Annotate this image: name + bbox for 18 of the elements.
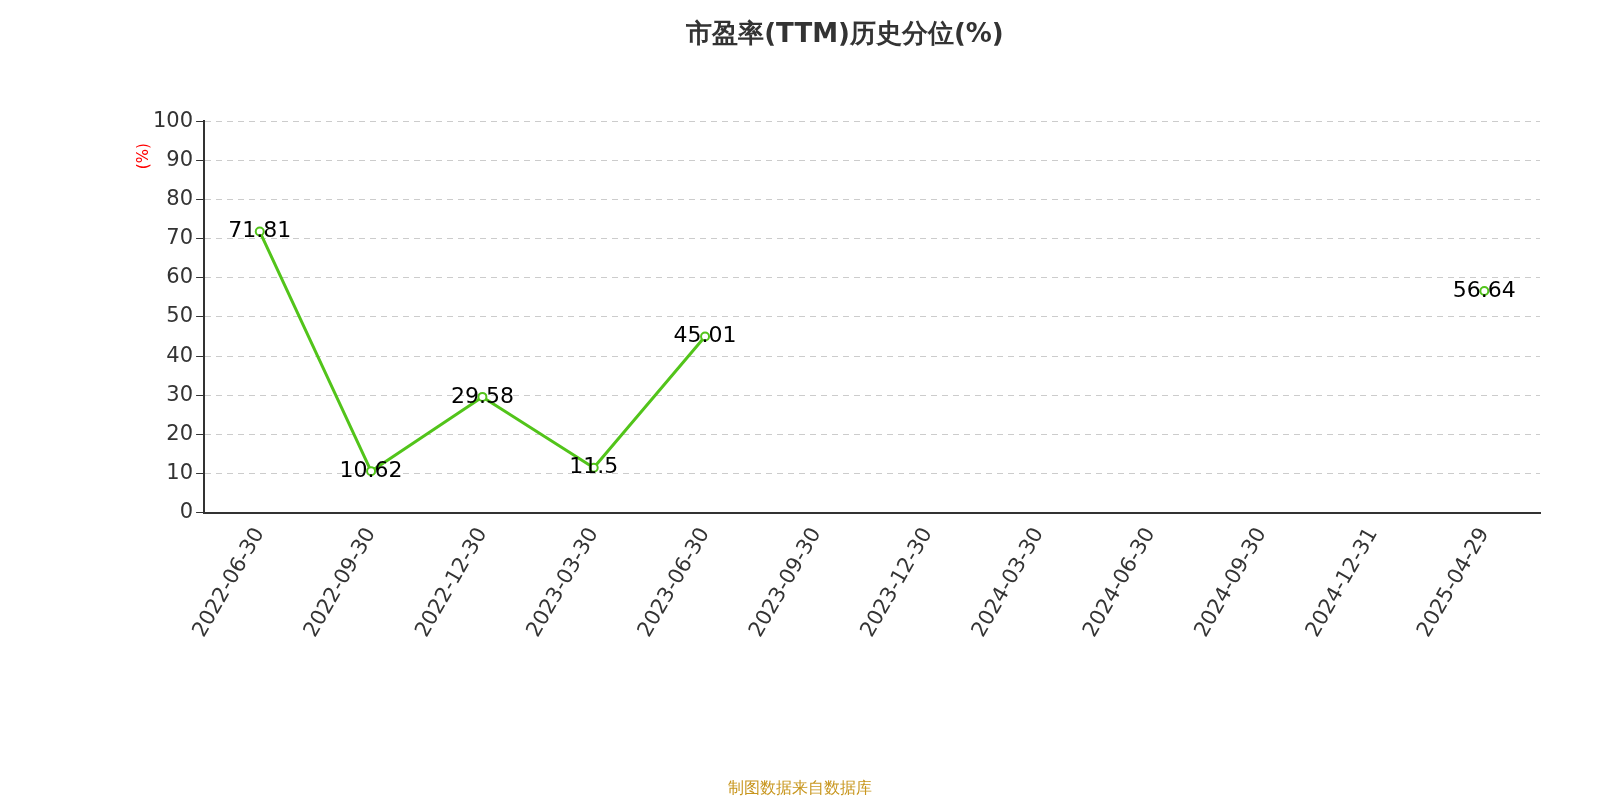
y-tick-label: 30 [166,381,194,406]
data-label: 56.64 [1452,276,1516,302]
data-label: 29.58 [450,382,514,408]
data-label: 45.01 [673,322,737,348]
y-tick-label: 90 [166,146,194,171]
y-tick-label: 60 [166,264,194,289]
text: 制图数据来自数据库 [727,778,873,799]
chart-title: 市盈率(TTM)历史分位(%) [685,18,1004,49]
y-tick-label: 20 [166,420,194,445]
y-tick-label: 80 [166,185,194,210]
y-tick-label: 40 [166,342,194,367]
y-tick-label: 50 [166,303,194,328]
y-tick-label: 100 [152,107,194,132]
y-axis-title: (%) [133,143,152,170]
data-label: 71.81 [228,217,292,243]
y-tick-label: 10 [166,460,194,485]
y-tick-label: 70 [166,225,194,250]
y-tick-label: 0 [179,499,194,524]
